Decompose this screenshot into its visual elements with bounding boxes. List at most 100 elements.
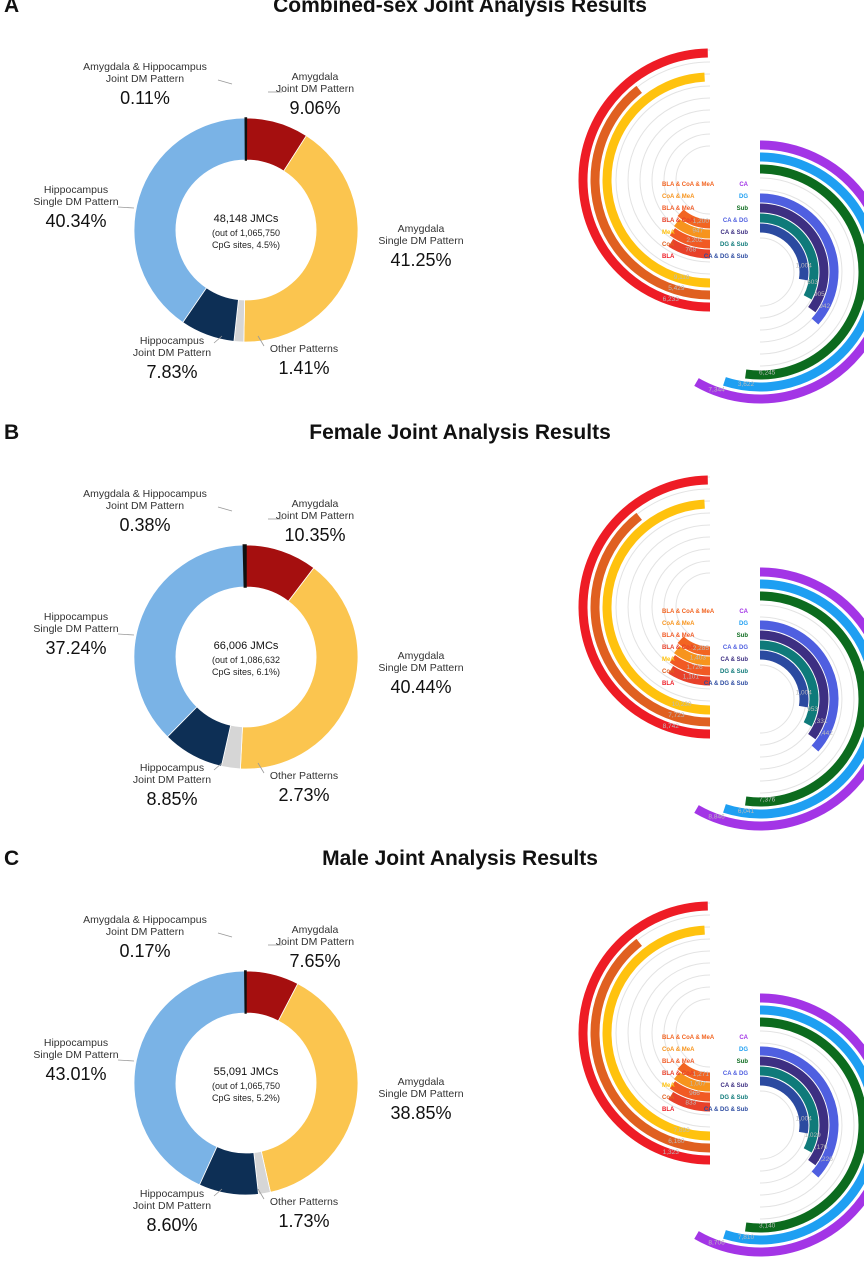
amygdala-arc-label: CoA & MeA — [662, 194, 695, 200]
grid-arc — [759, 616, 843, 782]
hippocampus-arc — [759, 193, 839, 325]
slice-percent: 43.01% — [45, 1064, 106, 1084]
hippocampus-arc-label: CA & DG & Sub — [704, 254, 748, 260]
grid-arc — [759, 177, 855, 367]
amygdala-arc — [677, 1062, 711, 1082]
amygdala-arc-label: CoA & MeA — [662, 621, 695, 627]
hippocampus-arc-label: DG — [739, 194, 748, 200]
donut-slice — [242, 544, 247, 588]
hippocampus-arc-value: 1,226 — [817, 1156, 834, 1163]
amygdala-arc-label: CoA — [662, 1095, 675, 1101]
hippocampus-arc-value: 1,176 — [811, 1144, 828, 1151]
hippocampus-arc-value: 6,041 — [738, 808, 755, 815]
amygdala-arc-value: 10,230 — [672, 701, 692, 708]
hippocampus-arc-value: 6,245 — [759, 370, 776, 377]
panel-title: Female Joint Analysis Results — [309, 421, 611, 444]
amygdala-arc — [602, 925, 711, 1141]
slice-percent: 9.06% — [289, 98, 340, 118]
slice-name: Joint DM Pattern — [133, 774, 211, 786]
amygdala-arc-value: 768 — [685, 246, 696, 253]
slice-percent: 37.24% — [45, 638, 106, 658]
hippocampus-arc — [759, 1056, 829, 1166]
slice-percent: 38.85% — [390, 1103, 451, 1123]
slice-name: Amygdala — [292, 924, 339, 936]
amygdala-arc-value: 1,101 — [683, 673, 700, 680]
amygdala-arc-value: 7,893 — [673, 1127, 690, 1134]
amygdala-arc-label: BLA & MeA — [662, 1059, 695, 1065]
amygdala-arc — [673, 645, 711, 666]
hippocampus-arc-value: 1,442 — [817, 730, 834, 737]
amygdala-arc-label: BLA & MeA — [662, 206, 695, 212]
slice-name: Hippocampus — [140, 762, 204, 774]
slice-name: Single DM Pattern — [33, 1049, 118, 1061]
slice-name: Hippocampus — [140, 1188, 204, 1200]
hippocampus-arc — [723, 152, 864, 392]
amygdala-arc-value: 1,007 — [690, 1081, 707, 1088]
grid-arc — [615, 512, 711, 702]
amygdala-arc-value: 5,429 — [668, 285, 685, 292]
slice-name: Hippocampus — [140, 335, 204, 347]
hippocampus-arc-label: CA & DG — [723, 218, 748, 224]
hippocampus-arc — [745, 1017, 864, 1233]
amygdala-arc-label: CoA & MeA — [662, 1047, 695, 1053]
hippocampus-arc-label: DG — [739, 621, 748, 627]
slice-percent: 7.83% — [146, 362, 197, 382]
hippocampus-arc-value: 942 — [819, 303, 830, 310]
hippocampus-arc-value: 1,004 — [796, 262, 813, 269]
panel-chart: 66,006 JMCs (out of 1,086,632 CpG sites, 6… — [33, 475, 864, 831]
amygdala-arc-value: 833 — [685, 1099, 696, 1106]
donut-slice — [244, 970, 247, 1014]
grid-arc — [627, 97, 711, 263]
center-subtext: (out of 1,086,632 — [212, 655, 280, 665]
leader-line — [117, 206, 135, 209]
grid-arc — [759, 1090, 795, 1160]
slice-name: Joint DM Pattern — [106, 500, 184, 512]
grid-arc — [759, 189, 843, 355]
hippocampus-arc-label: CA & Sub — [721, 657, 749, 663]
leader-line — [217, 506, 233, 512]
donut-slice — [239, 567, 359, 770]
amygdala-arc — [590, 512, 711, 727]
slice-name: Amygdala — [398, 1076, 445, 1088]
amygdala-arc — [669, 655, 711, 676]
amygdala-arc-label: BLA & CoA — [662, 1071, 695, 1077]
hippocampus-arc-value: 7,344 — [708, 386, 725, 393]
amygdala-arc-label: BLA — [662, 254, 675, 260]
hippocampus-arc-label: CA & DG & Sub — [704, 1107, 748, 1113]
amygdala-arc — [578, 48, 711, 312]
slice-percent: 0.38% — [119, 515, 170, 535]
amygdala-arc-label: BLA — [662, 681, 675, 687]
center-total: 55,091 JMCs — [214, 1066, 279, 1078]
hippocampus-arc — [759, 640, 819, 727]
slice-name: Joint DM Pattern — [276, 83, 354, 95]
amygdala-arc — [590, 938, 711, 1153]
slice-name: Other Patterns — [270, 770, 338, 782]
hippocampus-arc — [694, 140, 864, 404]
amygdala-arc — [578, 475, 711, 739]
slice-name: Hippocampus — [44, 184, 108, 196]
hippocampus-arc-value: 1,004 — [796, 689, 813, 696]
hippocampus-arc-value: 8,846 — [708, 813, 725, 820]
amygdala-arc-label: BLA & CoA — [662, 218, 695, 224]
slice-name: Joint DM Pattern — [106, 73, 184, 85]
slice-name: Single DM Pattern — [378, 662, 463, 674]
hippocampus-arc-label: CA & Sub — [721, 1083, 749, 1089]
center-subtext: (out of 1,065,750 — [212, 1081, 280, 1091]
hippocampus-arc-label: CA — [739, 609, 748, 615]
amygdala-arc — [668, 1091, 711, 1112]
hippocampus-arc-label: CA — [739, 1035, 748, 1041]
hippocampus-arc — [759, 223, 809, 281]
amygdala-arc-value: 1,726 — [686, 664, 703, 671]
panel-letter: C — [4, 847, 20, 870]
panel-a: A Combined-sex Joint Analysis Results 48… — [0, 0, 864, 427]
hippocampus-arc-label: Sub — [737, 1059, 749, 1065]
hippocampus-arc-label: DG & Sub — [720, 669, 748, 675]
center-subtext: CpG sites, 6.1%) — [212, 667, 280, 677]
amygdala-arc-value: 7,723 — [668, 712, 685, 719]
amygdala-arc-value: 1,323 — [663, 1149, 680, 1156]
amygdala-arc — [673, 218, 711, 239]
donut-slice — [243, 135, 359, 343]
amygdala-arc — [590, 85, 711, 300]
hippocampus-arc-value: 905 — [814, 291, 825, 298]
amygdala-arc — [673, 1071, 711, 1092]
